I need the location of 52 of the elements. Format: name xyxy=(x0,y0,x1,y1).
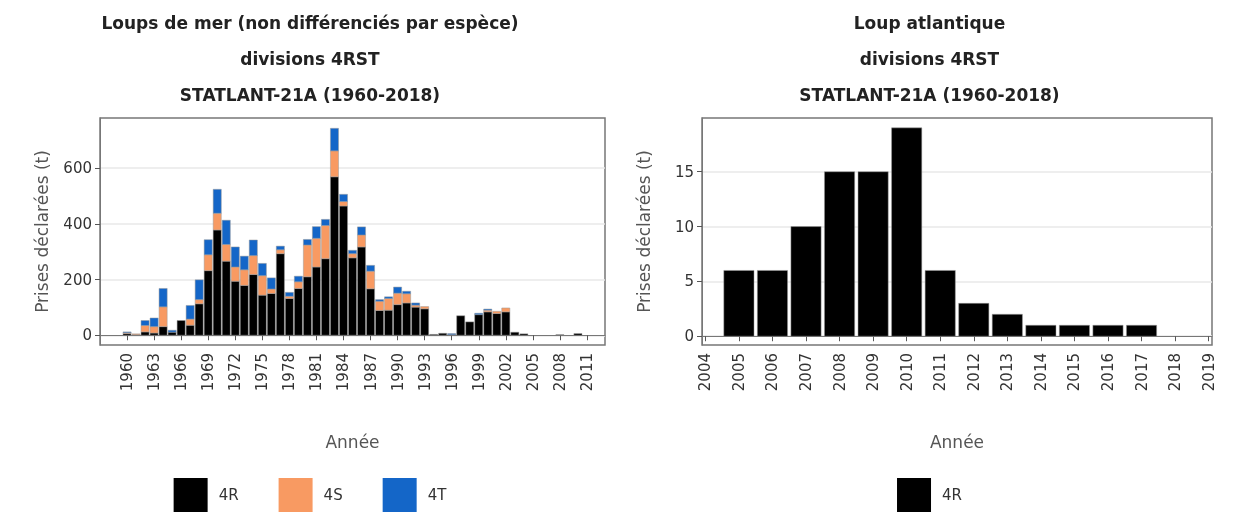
x-tick-label: 1990 xyxy=(388,353,407,392)
legend-label: 4R xyxy=(942,486,962,504)
x-tick-label: 2005 xyxy=(523,353,542,392)
x-tick-label: 1981 xyxy=(307,353,326,392)
x-tick-label: 1996 xyxy=(442,353,461,392)
x-tick-label: 2016 xyxy=(1098,353,1117,392)
legend-label: 4T xyxy=(427,486,448,504)
y-tick-label: 0 xyxy=(82,326,92,345)
x-tick-label: 2011 xyxy=(577,353,596,392)
chart-title: Loup atlantique divisions 4RST STATLANT-21A (1960-2018) xyxy=(799,13,1060,105)
x-tick-label: 1987 xyxy=(361,353,380,392)
x-tick-label: 1972 xyxy=(226,353,245,392)
x-tick-label: 2005 xyxy=(729,353,748,392)
x-tick-label: 2014 xyxy=(1031,353,1050,392)
x-tick-label: 2015 xyxy=(1065,353,1084,392)
y-axis-title: Prises déclarées (t) xyxy=(31,150,52,313)
x-tick-label: 1963 xyxy=(145,353,164,392)
x-tick-label: 2010 xyxy=(897,353,916,392)
legend-label: 4S xyxy=(323,486,343,504)
x-tick-label: 2011 xyxy=(931,353,950,392)
y-tick-label: 200 xyxy=(63,270,92,289)
x-tick-label: 1978 xyxy=(280,353,299,392)
x-tick-label: 2008 xyxy=(830,353,849,392)
x-tick-label: 1975 xyxy=(253,353,272,392)
y-tick-label: 5 xyxy=(684,272,694,291)
y-tick-label: 400 xyxy=(63,214,92,233)
chart-title: Loups de mer (non différenciés par espèce) divisions 4RST STATLANT-21A (1960-2018) xyxy=(101,13,519,105)
x-tick-label: 2002 xyxy=(496,353,515,392)
y-tick-label: 600 xyxy=(63,159,92,178)
y-tick-label: 0 xyxy=(684,327,694,346)
x-tick-label: 1984 xyxy=(334,353,353,392)
x-axis-title: Année xyxy=(325,431,380,452)
x-axis-title: Année xyxy=(929,431,985,452)
x-tick-label: 1999 xyxy=(469,353,488,392)
x-tick-label: 2006 xyxy=(763,353,782,392)
x-tick-label: 2019 xyxy=(1199,353,1218,392)
x-tick-label: 2009 xyxy=(864,353,883,392)
y-axis-title: Prises déclarées (t) xyxy=(633,150,654,313)
x-tick-label: 2008 xyxy=(550,353,569,392)
x-tick-label: 1966 xyxy=(172,353,191,392)
x-tick-label: 1993 xyxy=(415,353,434,392)
y-tick-label: 10 xyxy=(674,217,694,236)
x-tick-label: 2018 xyxy=(1166,353,1185,392)
x-tick-label: 2012 xyxy=(964,353,983,392)
x-tick-label: 2004 xyxy=(696,353,715,392)
x-tick-label: 1969 xyxy=(199,353,218,392)
y-tick-label: 15 xyxy=(674,162,694,181)
legend-label: 4R xyxy=(218,486,239,504)
x-tick-label: 1960 xyxy=(118,353,137,392)
x-tick-label: 2017 xyxy=(1132,353,1151,392)
x-tick-label: 2007 xyxy=(797,353,816,392)
x-tick-label: 2013 xyxy=(998,353,1017,392)
